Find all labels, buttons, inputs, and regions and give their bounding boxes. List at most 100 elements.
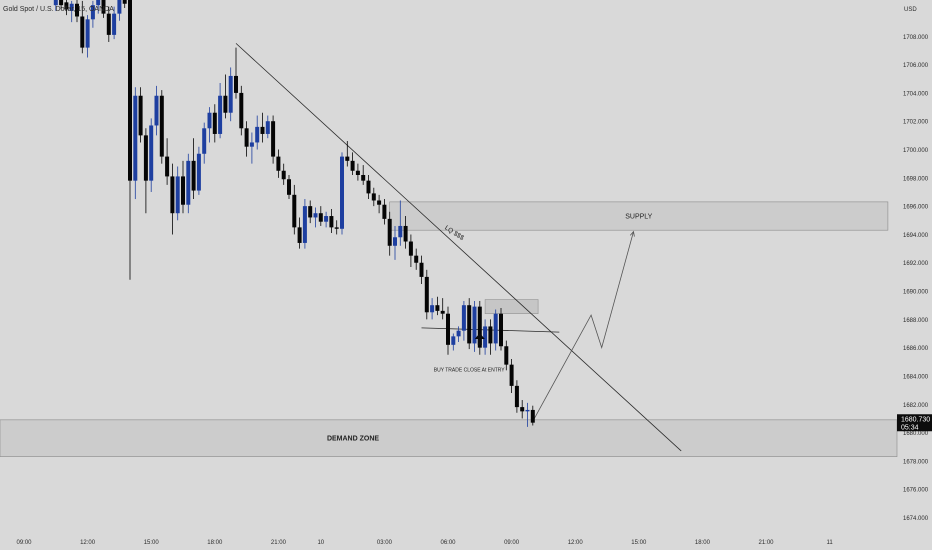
supply-zone-label: SUPPLY <box>625 214 652 221</box>
candle-bear <box>467 305 472 344</box>
candle-bull <box>525 409 530 412</box>
candle-bear <box>440 310 445 314</box>
last-price-tag: 1680.730 05:34 <box>897 414 932 432</box>
candle-bull <box>493 313 498 344</box>
candle-bear <box>377 200 382 205</box>
candle-bull <box>461 305 466 331</box>
candle-bear <box>181 176 185 205</box>
zones-layer: DEMAND ZONE SUPPLY <box>0 201 898 457</box>
candle-bear <box>514 385 519 408</box>
price-axis[interactable]: 1674.000 1676.000 1678.000 1680.000 1682.000… <box>903 35 929 522</box>
candle-bull <box>202 128 207 154</box>
candle-bear <box>504 346 509 365</box>
candle-bear <box>239 92 244 129</box>
price-tick-label: 1676.000 <box>903 488 929 494</box>
candle-bear <box>318 213 323 222</box>
price-tick-label: 1674.000 <box>903 516 929 522</box>
time-tick-label: 09:00 <box>504 540 520 546</box>
time-tick-label: 18:00 <box>695 540 711 546</box>
candle-bull <box>340 156 344 229</box>
price-tick-label: 1708.000 <box>903 35 929 41</box>
candle-bear <box>244 128 249 147</box>
price-tick-label: 1702.000 <box>903 120 929 126</box>
candle-bear <box>128 0 132 181</box>
demand-zone-label: DEMAND ZONE <box>327 436 379 443</box>
price-tick-label: 1700.000 <box>903 148 929 154</box>
candle-bear <box>403 225 408 242</box>
price-tick-label: 1684.000 <box>903 374 929 380</box>
candle-bull <box>96 0 101 6</box>
time-tick-label: 15:00 <box>631 540 647 546</box>
candle-bear <box>234 75 238 93</box>
candle-bear <box>366 180 371 194</box>
time-tick-label: 09:00 <box>16 540 32 546</box>
price-tick-label: 1690.000 <box>903 290 929 296</box>
time-tick-label: 12:00 <box>80 540 96 546</box>
candle-bear <box>509 364 514 386</box>
descending-trendline <box>235 43 682 452</box>
price-tick-label: 1682.000 <box>903 403 929 409</box>
candle-bear <box>122 0 127 4</box>
candle-bull <box>456 330 461 337</box>
price-tick-label: 1678.000 <box>903 459 929 465</box>
buy-trade-note: BUY TRADE CLOSE At ENTRY <box>434 368 506 374</box>
candle-bear <box>271 121 276 157</box>
price-tick-label: 1686.000 <box>903 346 929 352</box>
candle-bear <box>75 3 79 17</box>
candle-bear <box>334 227 339 229</box>
candle-bull <box>472 306 477 344</box>
candle-bull <box>196 153 201 191</box>
price-tick-label: 1688.000 <box>903 318 929 324</box>
time-axis[interactable]: 09:00 12:00 15:00 18:00 21:00 10 03:00 06:00 09:… <box>16 540 833 546</box>
price-tag-value: 1680.730 <box>901 416 930 423</box>
candle-bull <box>69 3 74 11</box>
candle-bear <box>530 409 535 423</box>
candle-bull <box>228 75 233 113</box>
candle-bull <box>313 213 318 218</box>
candle-bear <box>297 227 302 243</box>
candle-bear <box>387 218 392 246</box>
candle-bear <box>477 306 482 348</box>
candle-bull <box>149 125 154 181</box>
time-tick-label: 18:00 <box>207 540 223 546</box>
symbol-title: Gold Spot / U.S. Dollar, 15, OANDA <box>3 6 114 13</box>
candle-bear <box>223 95 228 113</box>
candle-bear <box>424 276 429 313</box>
candle-bull <box>133 95 138 181</box>
projected-path <box>532 231 634 422</box>
candle-bear <box>414 255 419 263</box>
candle-bear <box>446 313 450 345</box>
projection-arrowhead <box>629 230 635 237</box>
candle-bear <box>499 313 503 347</box>
price-tag-box <box>897 414 932 432</box>
candle-bull <box>112 13 117 35</box>
price-tick-label: 1696.000 <box>903 205 929 211</box>
candle-bear <box>143 135 148 181</box>
candle-bear <box>435 305 440 311</box>
time-tick-label: 21:00 <box>271 540 287 546</box>
price-tick-label: 1704.000 <box>903 91 929 97</box>
candle-bear <box>419 262 424 277</box>
price-tick-label: 1692.000 <box>903 261 929 267</box>
candle-bear <box>59 0 64 6</box>
candle-bear <box>260 126 265 134</box>
candle-bear <box>159 95 164 157</box>
price-tag-countdown: 05:34 <box>901 424 919 431</box>
candle-bull <box>207 112 212 129</box>
time-tick-label: 03:00 <box>377 540 393 546</box>
price-tick-label: 1680.000 <box>903 431 929 437</box>
candle-bear <box>488 326 493 344</box>
candle-bear <box>165 156 170 177</box>
candle-bear <box>80 16 85 48</box>
time-tick-label: 06:00 <box>440 540 456 546</box>
candle-bear <box>281 170 286 180</box>
candle-bear <box>355 170 360 175</box>
candle-bull <box>393 237 397 246</box>
demand-zone <box>0 419 898 457</box>
candle-bear <box>308 206 313 218</box>
candle-bear <box>382 204 387 219</box>
candle-bull <box>255 126 260 143</box>
candles-layer <box>53 0 535 427</box>
candle-bear <box>350 160 355 171</box>
